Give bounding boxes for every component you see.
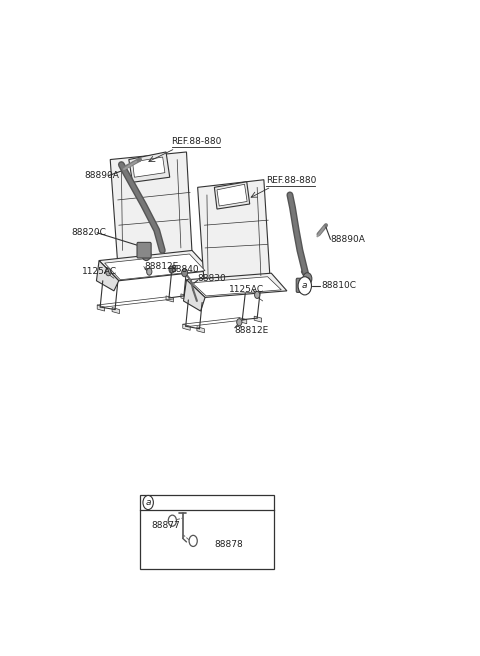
Circle shape — [106, 269, 111, 276]
Polygon shape — [97, 305, 105, 311]
Circle shape — [298, 277, 312, 295]
Polygon shape — [112, 308, 120, 314]
Circle shape — [142, 249, 151, 260]
Text: 88840: 88840 — [171, 265, 200, 274]
Text: REF.88-880: REF.88-880 — [266, 176, 317, 185]
Polygon shape — [170, 268, 175, 273]
Polygon shape — [183, 324, 190, 330]
Circle shape — [254, 291, 260, 298]
FancyBboxPatch shape — [296, 278, 310, 293]
Text: 88812E: 88812E — [145, 262, 179, 271]
Text: 88812E: 88812E — [234, 326, 268, 335]
Text: a: a — [145, 498, 151, 507]
Text: 88877: 88877 — [151, 522, 180, 530]
Circle shape — [237, 319, 242, 326]
Circle shape — [147, 268, 152, 276]
Text: 88810C: 88810C — [322, 281, 357, 291]
Polygon shape — [197, 327, 204, 333]
Text: 88890A: 88890A — [331, 235, 366, 244]
Circle shape — [143, 495, 154, 510]
FancyBboxPatch shape — [137, 242, 151, 258]
Polygon shape — [110, 152, 192, 263]
Circle shape — [303, 273, 312, 285]
Text: 88878: 88878 — [215, 541, 243, 550]
Circle shape — [189, 535, 197, 546]
Polygon shape — [198, 180, 270, 287]
Circle shape — [181, 269, 188, 277]
Polygon shape — [215, 182, 250, 209]
Circle shape — [168, 515, 177, 526]
Text: 88890A: 88890A — [84, 171, 119, 180]
Circle shape — [169, 266, 174, 273]
Text: a: a — [302, 281, 308, 291]
Polygon shape — [192, 277, 281, 296]
Polygon shape — [96, 260, 119, 291]
Polygon shape — [166, 296, 173, 302]
Polygon shape — [132, 157, 165, 177]
FancyBboxPatch shape — [140, 495, 274, 569]
Polygon shape — [186, 273, 287, 297]
Polygon shape — [181, 294, 188, 300]
Text: 1125AC: 1125AC — [229, 285, 264, 294]
Polygon shape — [99, 251, 211, 281]
Polygon shape — [217, 184, 247, 206]
Polygon shape — [240, 318, 247, 323]
Polygon shape — [183, 279, 205, 311]
Text: 1125AC: 1125AC — [82, 267, 117, 276]
Polygon shape — [254, 316, 262, 322]
Text: 88830: 88830 — [197, 274, 226, 283]
Polygon shape — [105, 254, 205, 279]
Polygon shape — [129, 152, 170, 182]
Text: 88820C: 88820C — [71, 228, 106, 237]
Text: REF.88-880: REF.88-880 — [172, 137, 222, 146]
